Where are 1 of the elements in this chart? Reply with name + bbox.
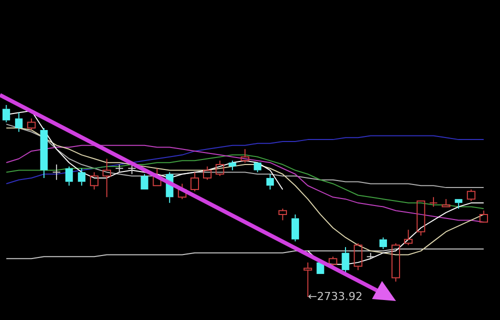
- annotation: ←2733.92: [308, 290, 363, 303]
